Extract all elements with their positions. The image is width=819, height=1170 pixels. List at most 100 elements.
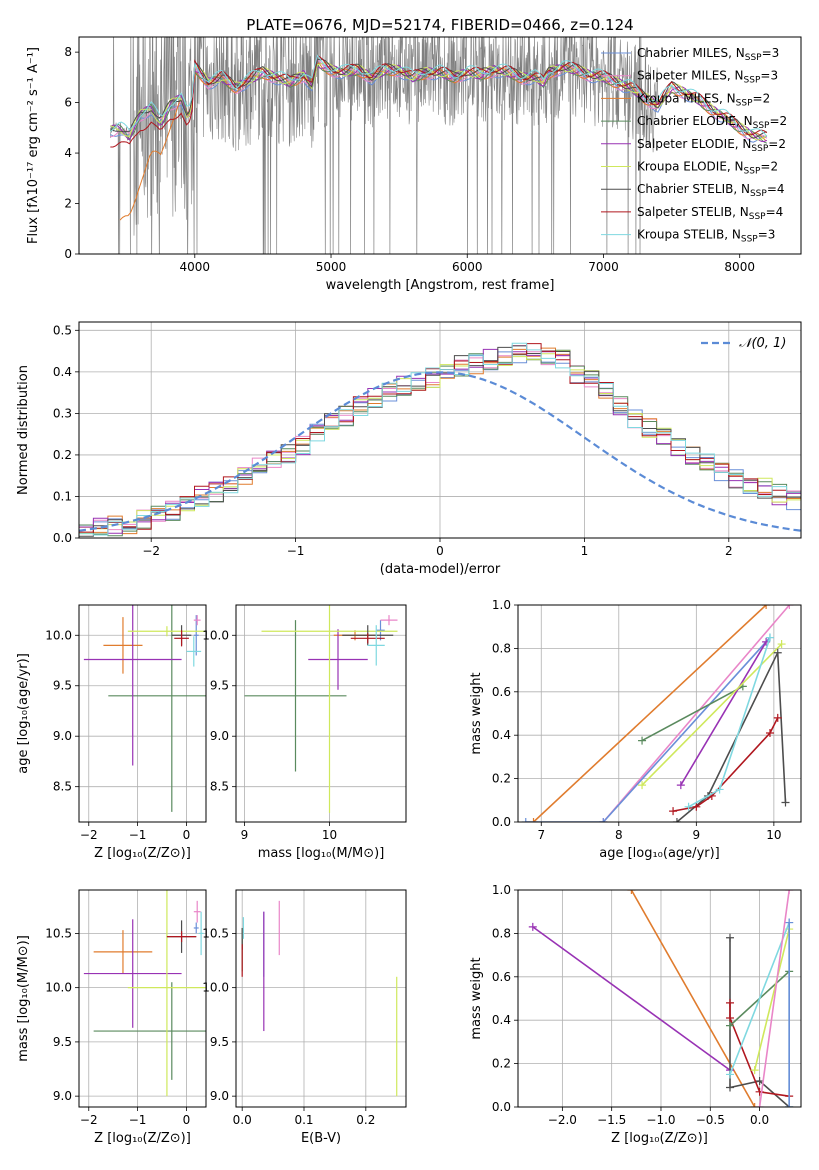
series-marker-chabrier_elodie <box>638 736 647 745</box>
series-line-chabrier_elodie <box>641 685 744 742</box>
x-tick-label: 0 <box>183 828 191 842</box>
axes-frame <box>78 36 802 255</box>
x-tick-label: 1 <box>581 544 589 558</box>
series-line-salpeter_elodie <box>532 926 731 1071</box>
series-marker-salpeter_miles <box>785 890 794 894</box>
series-marker-kroupa_elodie <box>638 781 647 790</box>
series-marker-kroupa_stelib <box>715 785 724 794</box>
x-tick-label: 7000 <box>588 260 619 274</box>
x-tick-label: −2.0 <box>548 1113 577 1127</box>
legend-entry: Kroupa ELODIE, NSSP=2 <box>637 160 778 177</box>
series-marker-kroupa_miles <box>529 818 538 822</box>
y-tick-label: 2 <box>64 197 72 211</box>
plot-area <box>521 605 794 822</box>
y-tick-label: 0.4 <box>53 365 72 379</box>
panel-age_vs_mass: 9 10 8.5 9.0 9.5 10.0 mass [log₁₀(M/M⊙)] <box>202 604 407 861</box>
histogram-kroupa_stelib <box>79 342 801 536</box>
y-tick-label: 9.5 <box>53 679 72 693</box>
series-marker-salpeter_miles <box>785 605 794 609</box>
series-marker-salpeter_stelib <box>765 729 774 738</box>
y-tick-label: 0.8 <box>492 926 511 940</box>
series-line-salpeter_miles <box>602 605 791 822</box>
x-tick-label: 0.1 <box>294 1113 313 1127</box>
y-tick-label: 9.5 <box>53 1035 72 1049</box>
series-line-salpeter_elodie <box>680 641 767 786</box>
x-tick-label: −1 <box>129 1113 147 1127</box>
y-axis-label: age [log₁₀(age/yr)] <box>16 653 31 774</box>
panel-massweight_vs_age: 7 8 9 10 0.0 0.2 0.4 0.6 0.8 1.0 age [log₁₀(age/yr… <box>469 598 802 861</box>
x-tick-label: 5000 <box>316 260 347 274</box>
y-tick-label: 0.8 <box>492 641 511 655</box>
y-tick-label: 0.2 <box>53 448 72 462</box>
y-tick-label: 0.5 <box>53 323 72 337</box>
y-axis-label: Normed distribution <box>16 365 31 495</box>
legend-entry: Kroupa STELIB, NSSP=3 <box>637 228 775 245</box>
series-line-salpeter_stelib <box>729 1002 790 1097</box>
series-line-salpeter_miles <box>758 890 790 1107</box>
x-tick-label: 2 <box>725 544 733 558</box>
y-tick-label: 8.5 <box>210 780 229 794</box>
x-tick-label: −0.5 <box>696 1113 725 1127</box>
panel-age_vs_Z: −2 −1 0 8.5 9.0 9.5 10.0 Z [log₁₀(Z/Z⊙)] age [lo… <box>16 604 207 861</box>
y-tick-label: 10.0 <box>45 628 72 642</box>
y-tick-label: 0.6 <box>492 970 511 984</box>
y-tick-label: 0.0 <box>492 815 511 829</box>
x-axis-label: Z [log₁₀(Z/Z⊙)] <box>94 846 191 861</box>
series-marker-kroupa_miles <box>627 890 636 894</box>
x-tick-label: 10 <box>766 828 781 842</box>
model-line-kroupa_elodie <box>110 62 768 141</box>
y-axis-label: mass [log₁₀(M/M⊙)] <box>16 935 31 1062</box>
series-marker-chabrier_elodie <box>726 1021 735 1030</box>
y-tick-label: 10.0 <box>45 981 72 995</box>
y-tick-label: 9.5 <box>210 1035 229 1049</box>
plot-area <box>241 900 398 1097</box>
y-tick-label: 10.0 <box>202 628 229 642</box>
series-marker-salpeter_stelib <box>773 713 782 722</box>
panel-mass_vs_EBV: 0.0 0.1 0.2 9.0 9.5 10.0 10.5 E(B-V) <box>202 889 407 1146</box>
panel-spectrum: 4000 5000 6000 7000 8000 0 2 4 6 8 wavelength [Ang… <box>26 36 802 293</box>
model-line-chabrier_stelib <box>110 58 767 139</box>
y-axis-label: mass weight <box>469 672 484 754</box>
x-tick-label: −1 <box>287 544 305 558</box>
x-tick-label: −2 <box>80 1113 98 1127</box>
series-marker-salpeter_stelib <box>726 1014 735 1023</box>
legend-entry: Salpeter MILES, NSSP=3 <box>637 69 778 86</box>
series-line-chabrier_miles <box>525 636 771 822</box>
x-axis-label: (data-model)/error <box>380 562 501 577</box>
x-tick-label: −2 <box>80 828 98 842</box>
y-tick-label: 9.0 <box>53 1089 72 1103</box>
y-tick-label: 9.0 <box>210 1089 229 1103</box>
series-marker-salpeter_stelib <box>726 998 735 1007</box>
model-line-kroupa_stelib <box>109 54 768 137</box>
normal-curve <box>79 371 801 532</box>
series-line-kroupa_stelib <box>688 637 771 808</box>
histogram-kroupa_miles <box>79 347 801 535</box>
y-tick-label: 0.0 <box>492 1100 511 1114</box>
y-tick-label: 9.0 <box>210 729 229 743</box>
axes-frame <box>78 889 207 1108</box>
series-marker-kroupa_miles <box>750 1103 759 1107</box>
x-axis-label: mass [log₁₀(M/M⊙)] <box>258 846 385 861</box>
y-tick-label: 0.2 <box>492 1057 511 1071</box>
y-tick-label: 8.5 <box>53 780 72 794</box>
y-tick-label: 0 <box>64 247 72 261</box>
axes-frame <box>235 889 407 1108</box>
series-marker-kroupa_elodie <box>777 640 786 649</box>
series-marker-kroupa_stelib <box>765 633 774 642</box>
y-tick-label: 9.0 <box>53 729 72 743</box>
x-axis-label: Z [log₁₀(Z/Z⊙)] <box>611 1131 708 1146</box>
x-tick-label: −1.0 <box>646 1113 675 1127</box>
x-axis-label: age [log₁₀(age/yr)] <box>599 846 720 861</box>
x-tick-label: 0.0 <box>750 1113 769 1127</box>
series-marker-chabrier_miles <box>599 818 608 822</box>
x-axis-label: wavelength [Angstrom, rest frame] <box>326 278 555 293</box>
plot-area <box>83 890 206 1097</box>
series-line-kroupa_miles <box>532 605 767 822</box>
legend-entry: Kroupa MILES, NSSP=2 <box>637 91 770 108</box>
panel-mass_vs_Z: −2 −1 0 9.0 9.5 10.0 10.5 Z [log₁₀(Z/Z⊙)] mass [… <box>16 889 207 1146</box>
legend-entry: Chabrier MILES, NSSP=3 <box>637 46 779 63</box>
x-tick-label: 7 <box>537 828 545 842</box>
axes-frame <box>78 321 802 539</box>
x-tick-label: −1 <box>129 828 147 842</box>
